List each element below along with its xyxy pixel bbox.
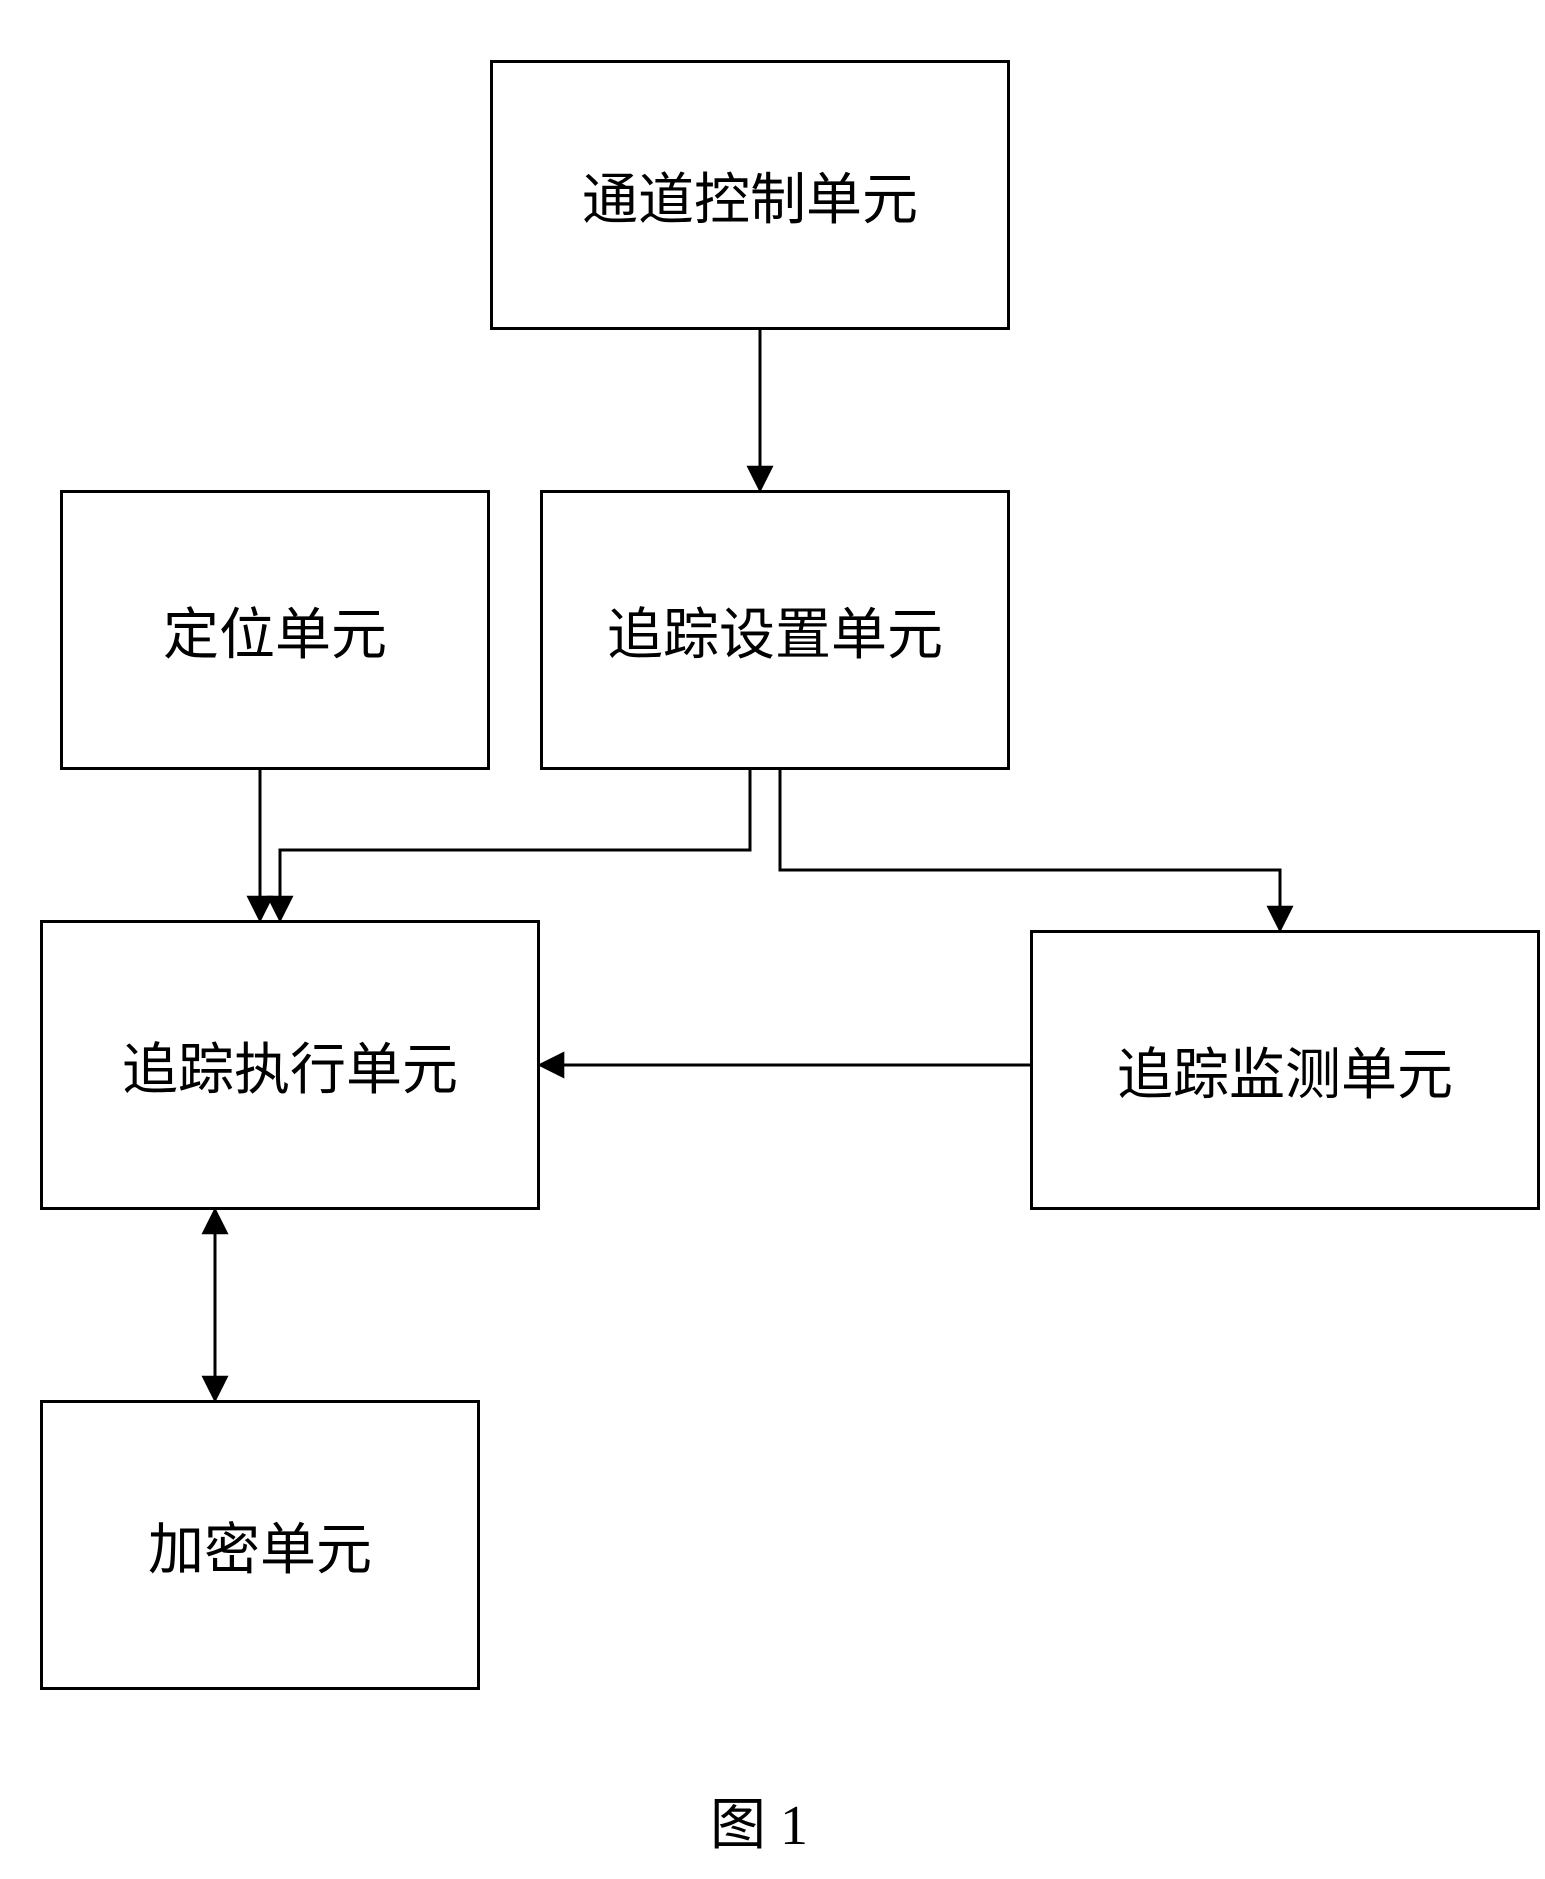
node-label: 加密单元 bbox=[148, 1505, 372, 1586]
node-channel-control: 通道控制单元 bbox=[490, 60, 1010, 330]
node-label: 追踪设置单元 bbox=[607, 590, 943, 671]
node-track-execute: 追踪执行单元 bbox=[40, 920, 540, 1210]
edge bbox=[280, 770, 750, 920]
node-label: 追踪执行单元 bbox=[122, 1025, 458, 1106]
node-label: 追踪监测单元 bbox=[1117, 1030, 1453, 1111]
node-encryption: 加密单元 bbox=[40, 1400, 480, 1690]
edge bbox=[780, 770, 1280, 930]
caption-text: 图 1 bbox=[710, 1795, 808, 1857]
node-label: 通道控制单元 bbox=[582, 155, 918, 236]
node-positioning: 定位单元 bbox=[60, 490, 490, 770]
node-track-monitor: 追踪监测单元 bbox=[1030, 930, 1540, 1210]
node-label: 定位单元 bbox=[163, 590, 387, 671]
figure-caption: 图 1 bbox=[710, 1780, 808, 1861]
node-track-settings: 追踪设置单元 bbox=[540, 490, 1010, 770]
